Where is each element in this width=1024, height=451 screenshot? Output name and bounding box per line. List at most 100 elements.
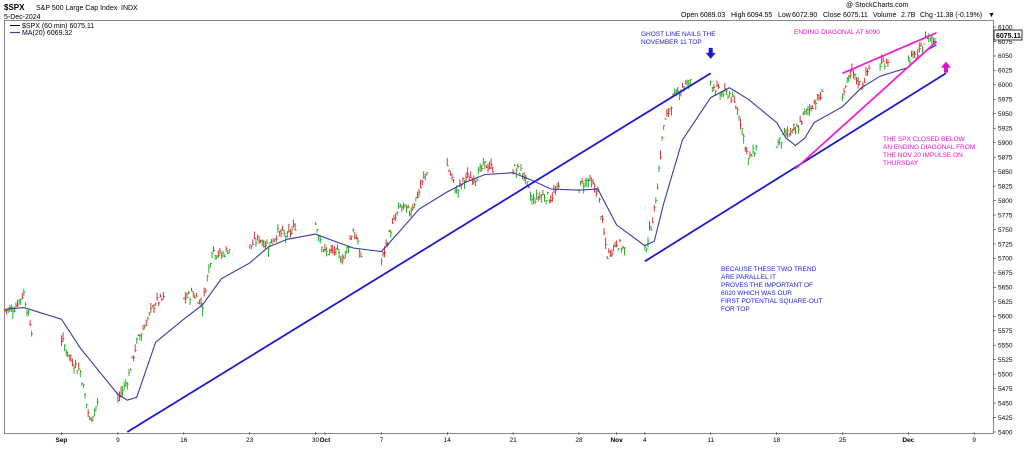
y-tick-label: 5825 (998, 183, 1013, 190)
y-tick-label: 5625 (998, 299, 1013, 306)
y-tick-label: 5675 (998, 270, 1013, 277)
x-tick-label: Nov (610, 437, 623, 444)
spx-closed-line-2: AN ENDING DIAGONAL FROM (883, 144, 975, 151)
ghost-line-line-2: NOVEMBER 11 TOP (641, 39, 702, 46)
high-value: 6094.55 (747, 12, 772, 19)
change-label: Chg (920, 12, 933, 19)
y-tick-label: 5450 (998, 400, 1013, 407)
x-tick-label: 4 (643, 437, 647, 444)
ghost-line-annotation: GHOST LINE NAILS THE NOVEMBER 11 TOP (641, 31, 717, 46)
low-value: 6072.90 (792, 12, 817, 19)
date-label: 5-Dec-2024 (4, 14, 41, 21)
x-tick-label: 9 (116, 437, 120, 444)
y-tick-label: 5475 (998, 386, 1013, 393)
parallel-line-1: BECAUSE THESE TWO TREND (721, 266, 817, 273)
y-tick-label: 5725 (998, 241, 1013, 248)
y-tick-label: 5550 (998, 343, 1013, 350)
y-tick-label: 6050 (998, 53, 1013, 60)
x-axis: Sep 9 16 23 30 Oct 7 14 21 28 Nov 4 11 18 25 Dec 9 (55, 432, 976, 444)
watermark: @ StockCharts.com (846, 2, 909, 9)
y-tick-label: 5850 (998, 169, 1013, 176)
trendline (644, 72, 947, 263)
y-tick-label: 6025 (998, 68, 1013, 75)
last-price-tag (993, 29, 1023, 41)
instrument-name: S&P 500 Large Cap Index (36, 5, 118, 12)
exchange-label: INDX (121, 5, 138, 12)
legend-price: $SPX (60 min) 6075.11 (22, 23, 94, 30)
volume-value: 2.7B (901, 12, 916, 19)
trendlines (126, 31, 947, 433)
y-tick-label: 5975 (998, 97, 1013, 104)
y-tick-label: 5400 (998, 429, 1013, 436)
parallel-line-5: FIRST POTENTIAL SQUARE-OUT (721, 298, 823, 305)
plot-frame (4, 20, 994, 434)
x-tick-label: 14 (444, 437, 452, 444)
y-tick-label: 5900 (998, 140, 1013, 147)
spx-closed-line-1: THE SPX CLOSED BELOW (883, 136, 965, 143)
trendline (126, 72, 712, 433)
arrow-up-icon (940, 61, 951, 73)
spx-closed-line-3: THE NOV 20 IMPULSE ON (883, 152, 963, 159)
legend-ma: MA(20) 6069.32 (22, 30, 72, 37)
x-tick-label: 18 (773, 437, 781, 444)
y-tick-label: 6000 (998, 82, 1013, 89)
x-tick-label: Dec (902, 437, 914, 444)
x-tick-label: Sep (55, 437, 67, 444)
low-label: Low (778, 12, 792, 19)
symbol-label: $SPX (4, 3, 25, 12)
y-tick-label: 5425 (998, 415, 1013, 422)
high-label: High (731, 12, 746, 19)
parallel-annotation: BECAUSE THESE TWO TREND ARE PARALLEL IT … (721, 266, 824, 313)
y-tick-label: 5775 (998, 212, 1013, 219)
ma-line (4, 44, 937, 401)
last-price-value: 6075.11 (996, 33, 1021, 40)
moving-average (4, 44, 937, 401)
y-tick-label: 5950 (998, 111, 1013, 118)
x-tick-label: 21 (509, 437, 517, 444)
y-tick-label: 5750 (998, 227, 1013, 234)
parallel-line-2: ARE PARALLEL IT (721, 274, 776, 281)
parallel-line-4: 6020 WHICH WAS OUR (721, 290, 792, 297)
y-tick-label: 5925 (998, 126, 1013, 133)
trendline (842, 31, 937, 75)
open-value: 6089.03 (700, 12, 725, 19)
x-tick-label: 11 (707, 437, 714, 444)
x-tick-label: 23 (246, 437, 254, 444)
arrow-down-icon (705, 47, 716, 59)
spx-closed-line-4: THURSDAY (883, 160, 919, 167)
x-tick-label: Oct (320, 437, 332, 444)
y-tick-label: 6075 (998, 39, 1013, 46)
price-bars (4, 31, 937, 422)
y-tick-label: 5575 (998, 328, 1013, 335)
x-tick-label: 9 (972, 437, 976, 444)
y-tick-label: 5525 (998, 357, 1013, 364)
parallel-line-3: PROVES THE IMPORTANT OF (721, 282, 813, 289)
close-value: 6075.11 (843, 12, 868, 19)
y-axis: 5400 5425 5450 5475 5500 5525 5550 5575 5600 5625… (993, 24, 1013, 436)
parallel-line-6: FOR TOP (721, 306, 750, 313)
y-tick-label: 5800 (998, 198, 1013, 205)
change-value: -11.38 (-0.19%) (934, 12, 982, 19)
change-down-icon: ▼ (988, 12, 995, 19)
y-tick-label: 5500 (998, 371, 1013, 378)
markers (705, 47, 951, 73)
x-tick-label: 30 (312, 437, 320, 444)
x-tick-label: 25 (839, 437, 847, 444)
open-label: Open (681, 12, 698, 19)
volume-label: Volume (873, 12, 896, 19)
y-tick-label: 5650 (998, 285, 1013, 292)
y-tick-label: 6100 (998, 24, 1013, 31)
y-tick-label: 5700 (998, 256, 1013, 263)
x-tick-label: 16 (180, 437, 188, 444)
trendline (794, 40, 938, 170)
ghost-line-line-1: GHOST LINE NAILS THE (641, 31, 716, 38)
x-tick-label: 7 (380, 437, 384, 444)
y-tick-label: 5600 (998, 314, 1013, 321)
close-label: Close (823, 12, 841, 19)
spx-closed-annotation: THE SPX CLOSED BELOW AN ENDING DIAGONAL … (883, 136, 977, 167)
y-tick-label: 5875 (998, 154, 1013, 161)
ending-diagonal-annotation: ENDING DIAGONAL AT 6090 (794, 29, 880, 36)
x-tick-label: 28 (575, 437, 583, 444)
